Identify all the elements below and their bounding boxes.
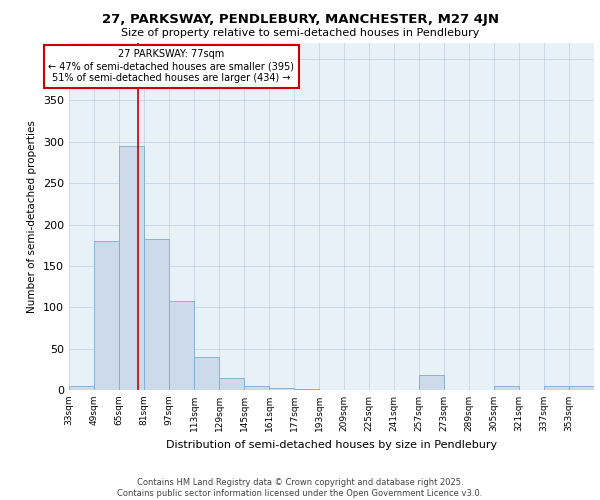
Bar	[269, 388, 294, 390]
Text: 27 PARKSWAY: 77sqm
← 47% of semi-detached houses are smaller (395)
51% of semi-d: 27 PARKSWAY: 77sqm ← 47% of semi-detache…	[49, 50, 295, 82]
Bar	[494, 386, 519, 390]
Bar	[294, 389, 319, 390]
Bar	[194, 357, 219, 390]
Bar	[569, 386, 594, 390]
Bar	[219, 378, 244, 390]
Text: 27, PARKSWAY, PENDLEBURY, MANCHESTER, M27 4JN: 27, PARKSWAY, PENDLEBURY, MANCHESTER, M2…	[101, 12, 499, 26]
X-axis label: Distribution of semi-detached houses by size in Pendlebury: Distribution of semi-detached houses by …	[166, 440, 497, 450]
Bar	[119, 146, 144, 390]
Text: Size of property relative to semi-detached houses in Pendlebury: Size of property relative to semi-detach…	[121, 28, 479, 38]
Bar	[244, 386, 269, 390]
Bar	[94, 241, 119, 390]
Bar	[419, 375, 444, 390]
Bar	[144, 240, 169, 390]
Bar	[169, 300, 194, 390]
Y-axis label: Number of semi-detached properties: Number of semi-detached properties	[28, 120, 37, 312]
Text: Contains HM Land Registry data © Crown copyright and database right 2025.
Contai: Contains HM Land Registry data © Crown c…	[118, 478, 482, 498]
Bar	[69, 386, 94, 390]
Bar	[544, 386, 569, 390]
